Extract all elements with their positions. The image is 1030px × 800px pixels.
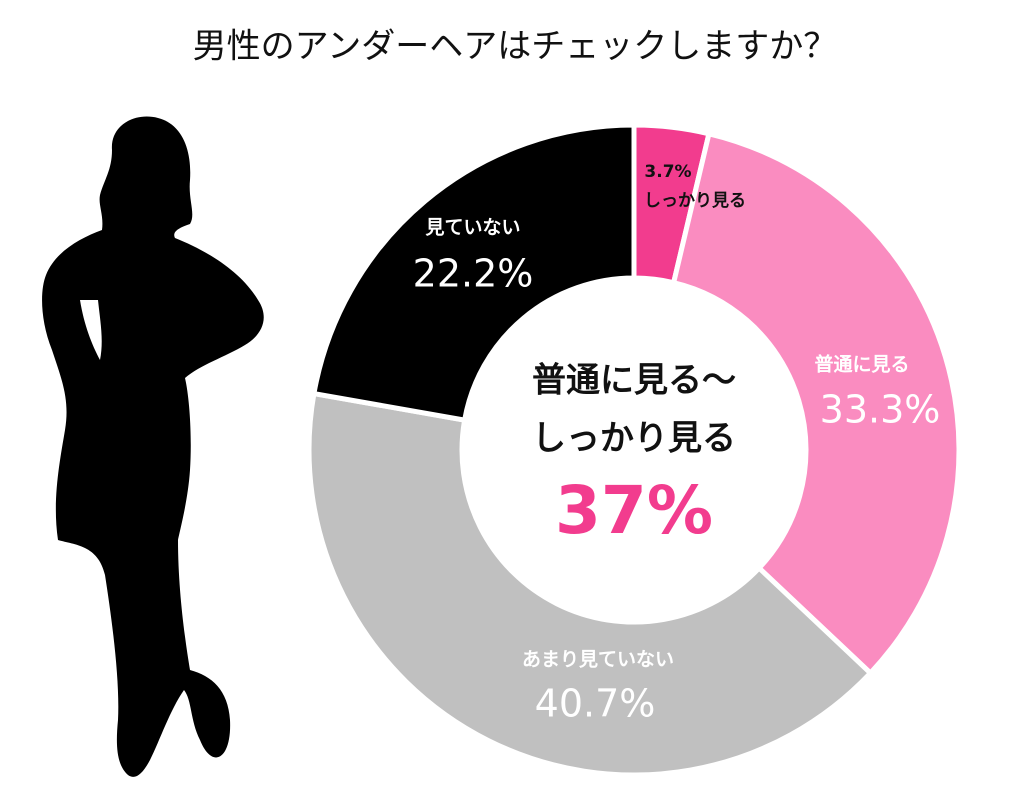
slice: [306, 390, 874, 778]
category-label: しっかり見る: [644, 191, 746, 211]
center-value: 37%: [555, 472, 713, 549]
value-label: 40.7%: [535, 682, 656, 726]
slice: [311, 122, 637, 424]
value-label: 3.7%: [644, 162, 691, 182]
value-label: 22.2%: [413, 252, 534, 296]
category-label: 見ていない: [425, 217, 520, 239]
category-label: あまり見ていない: [522, 649, 674, 671]
value-label: 33.3%: [820, 388, 941, 432]
donut: [306, 122, 962, 778]
center-line: しっかり見る: [532, 419, 736, 459]
silhouette: [42, 116, 264, 777]
slice: [670, 130, 962, 677]
category-label: 普通に見る: [814, 353, 909, 376]
chart-title: 男性のアンダーヘアはチェックしますか？: [193, 27, 838, 67]
center-line: 普通に見る〜: [532, 361, 736, 401]
